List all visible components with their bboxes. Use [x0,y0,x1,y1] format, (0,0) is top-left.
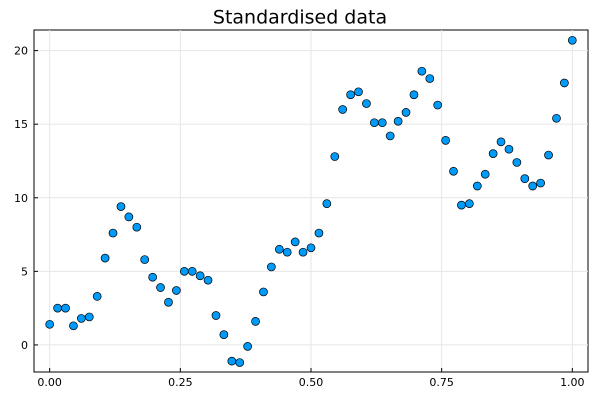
point [504,144,514,154]
chart-title: Standardised data [213,7,387,29]
point [528,181,538,191]
x-tick-label: 0.25 [168,376,193,389]
x-tick-label: 1.00 [560,376,585,389]
point [203,275,213,285]
point [148,272,157,282]
point [259,287,268,297]
point [187,266,197,276]
point [552,113,561,123]
point [251,317,260,326]
point [267,262,276,272]
point [346,90,355,100]
point [45,319,55,329]
point [179,266,189,276]
point [457,200,466,210]
point [385,131,395,141]
point [322,199,332,208]
point [69,321,78,331]
point [219,330,229,339]
point [441,136,450,145]
point [338,105,348,114]
y-tick-label: 5 [21,265,28,278]
point [560,78,569,88]
x-tick-label: 0.50 [299,376,324,389]
point [536,178,545,188]
point [314,228,324,238]
point [274,244,284,254]
x-tick-label: 0.00 [37,376,62,389]
point [369,118,379,128]
y-tick-label: 15 [14,118,28,131]
point [417,66,427,76]
point [433,100,443,110]
point [409,90,419,100]
point [393,116,403,126]
x-tick-label: 0.75 [429,376,454,389]
point [61,303,70,313]
point [100,253,110,263]
point [354,87,363,97]
point [496,137,506,147]
point [140,255,150,264]
point [567,35,577,45]
point [544,150,553,160]
point [472,181,482,191]
point [290,237,300,247]
point [77,314,86,323]
point [425,74,435,83]
point [84,312,94,322]
point [227,356,237,366]
point [465,199,474,208]
point [164,297,173,307]
point [330,152,340,161]
point [243,342,253,351]
point [195,271,205,281]
y-tick-label: 10 [14,192,28,205]
point [488,149,498,158]
point [480,169,490,179]
point [306,243,316,253]
y-tick-label: 0 [21,339,28,352]
point [298,247,308,257]
point [512,158,522,167]
point [53,303,62,313]
point [156,283,165,292]
point [108,228,118,238]
point [449,166,458,176]
point [362,99,371,108]
point [92,292,102,301]
point [172,286,181,295]
point [116,202,126,211]
point [235,358,245,367]
point [132,222,142,232]
point [520,174,530,183]
point [401,108,411,117]
point [211,311,221,320]
y-tick-label: 20 [14,45,28,58]
point [377,118,387,128]
point [282,247,292,257]
point [124,212,134,222]
